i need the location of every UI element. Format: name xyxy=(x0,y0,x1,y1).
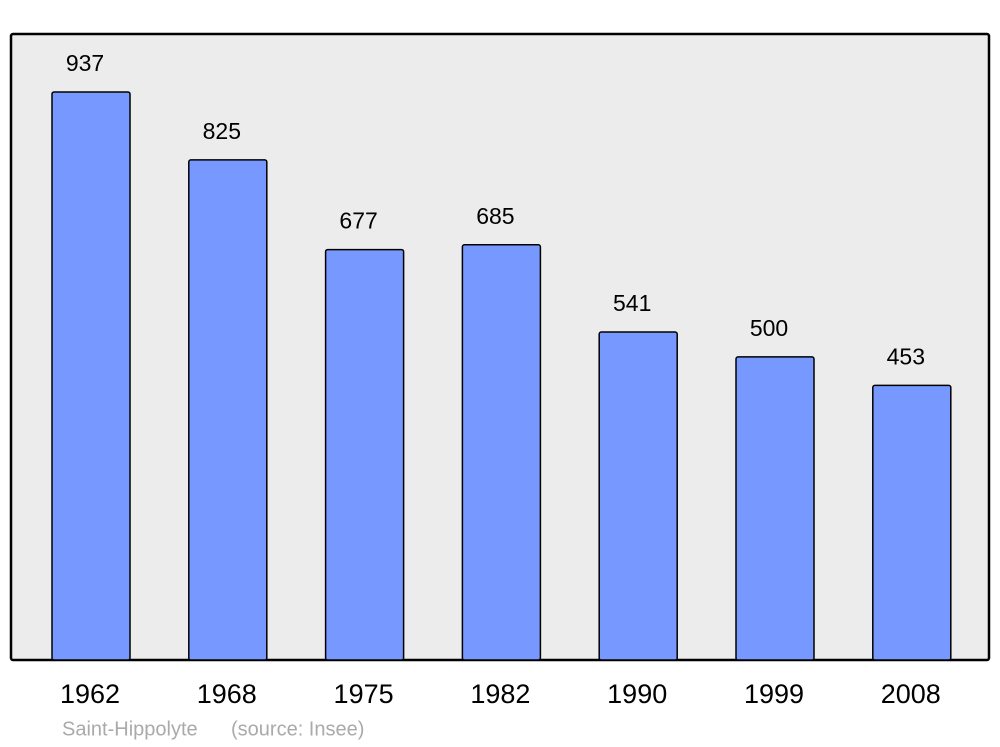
bar xyxy=(735,356,815,661)
value-label: 685 xyxy=(476,203,514,229)
source: (source: Insee) xyxy=(231,718,364,740)
bar xyxy=(461,244,542,661)
bar xyxy=(872,384,952,661)
bar xyxy=(51,91,131,661)
value-label: 677 xyxy=(339,208,377,234)
x-tick-label: 2008 xyxy=(881,679,941,709)
value-label: 541 xyxy=(613,290,651,316)
bar xyxy=(598,331,678,661)
x-tick-label: 1975 xyxy=(334,679,394,709)
x-tick-label: 1968 xyxy=(197,679,257,709)
bar xyxy=(324,248,405,661)
value-label: 453 xyxy=(887,343,925,369)
bar xyxy=(188,159,268,661)
x-tick-label: 1982 xyxy=(470,679,530,709)
x-tick-label: 1990 xyxy=(607,679,667,709)
x-tick-label: 1999 xyxy=(744,679,804,709)
footer: Saint-Hippolyte xyxy=(62,718,198,740)
value-label: 825 xyxy=(203,118,241,144)
x-tick-label: 1962 xyxy=(60,679,120,709)
value-label: 937 xyxy=(66,50,104,76)
value-label: 500 xyxy=(750,315,788,341)
